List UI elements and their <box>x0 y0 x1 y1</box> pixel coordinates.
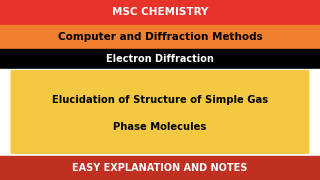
Bar <box>0 0 320 25</box>
Text: Elucidation of Structure of Simple Gas: Elucidation of Structure of Simple Gas <box>52 95 268 105</box>
Text: Electron Diffraction: Electron Diffraction <box>106 54 214 64</box>
Bar <box>0 25 320 49</box>
Bar <box>0 49 320 69</box>
Text: Phase Molecules: Phase Molecules <box>113 122 207 132</box>
Text: MSC CHEMISTRY: MSC CHEMISTRY <box>112 7 208 17</box>
FancyBboxPatch shape <box>11 71 309 153</box>
Bar <box>0 156 320 180</box>
Text: Computer and Diffraction Methods: Computer and Diffraction Methods <box>58 32 262 42</box>
Text: EASY EXPLANATION AND NOTES: EASY EXPLANATION AND NOTES <box>72 163 248 173</box>
Bar <box>0 69 320 156</box>
